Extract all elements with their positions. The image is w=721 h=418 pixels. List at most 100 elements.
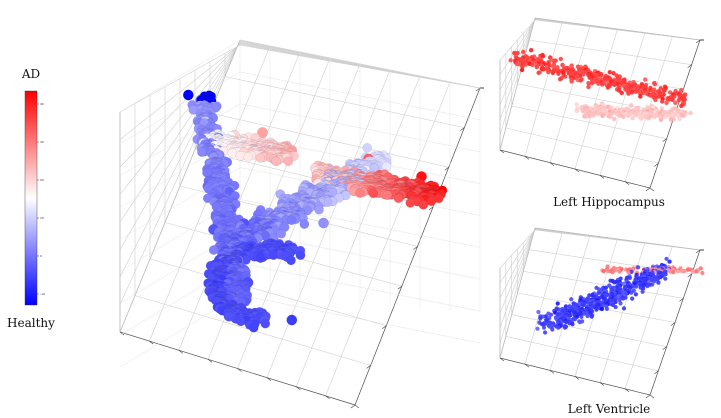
scatter-point	[243, 152, 254, 162]
scatter-point	[630, 296, 635, 301]
scatter-point	[556, 325, 561, 330]
scatter-point	[613, 304, 618, 310]
scatter-point	[612, 82, 617, 88]
scatter-point	[666, 97, 672, 102]
main-scatter-points	[182, 89, 448, 333]
scatter-point	[591, 113, 596, 118]
scatter-point	[564, 319, 569, 325]
scatter-point	[260, 318, 271, 329]
colorbar-tick-label: 20	[40, 178, 44, 182]
scatter-point	[638, 94, 643, 99]
scatter-point	[662, 88, 667, 93]
scatter-point	[569, 79, 574, 84]
scatter-point	[673, 100, 678, 106]
colorbar-tick-label: 10	[40, 216, 44, 220]
scatter-point	[519, 67, 525, 73]
grid-line	[119, 44, 241, 113]
scatter-point	[550, 70, 556, 76]
scatter-point	[562, 74, 568, 79]
scatter-point	[601, 269, 606, 274]
scatter-point	[286, 314, 298, 326]
axis-tick	[574, 376, 580, 380]
grid-line	[239, 231, 481, 280]
axis-tick	[266, 377, 272, 381]
scatter-point	[570, 322, 575, 327]
scatter-point	[540, 54, 546, 59]
axis-tick	[119, 331, 125, 336]
scatter-point	[690, 269, 695, 274]
scatter-point	[640, 289, 645, 294]
scatter-point	[557, 77, 563, 82]
scatter-point	[623, 292, 629, 297]
scatter-point	[596, 81, 601, 86]
grid-line	[499, 19, 536, 76]
scatter-point	[600, 82, 605, 87]
scatter-point	[276, 229, 287, 239]
axis-tick	[695, 249, 701, 254]
scatter-point	[677, 116, 682, 122]
scatter-point	[626, 91, 631, 96]
scatter-point	[286, 215, 297, 225]
scatter-point	[663, 276, 668, 281]
grid-line	[149, 258, 387, 327]
scatter-point	[295, 250, 306, 260]
axis-tick	[296, 386, 301, 390]
axis-tick	[649, 187, 655, 192]
scatter-point	[318, 217, 329, 229]
scatter-point	[521, 49, 526, 55]
scatter-point	[652, 114, 658, 120]
axis-tick	[549, 370, 555, 374]
scatter-point	[235, 151, 246, 161]
grid-line	[499, 17, 536, 151]
grid-line	[119, 42, 241, 223]
ventricle-caption: Left Ventricle	[568, 402, 651, 416]
scatter-point	[523, 62, 528, 67]
scatter-point	[543, 330, 548, 335]
scatter-point	[255, 153, 266, 163]
scatter-point	[368, 188, 379, 199]
scatter-point	[536, 70, 541, 76]
scatter-point	[541, 67, 546, 72]
scatter-point	[618, 301, 623, 306]
scatter-point	[574, 307, 580, 312]
grid-line	[119, 71, 241, 145]
scatter-point	[550, 63, 555, 69]
scatter-point	[653, 97, 658, 103]
axis-tick	[599, 382, 605, 386]
scatter-point	[693, 269, 698, 274]
scatter-point	[680, 269, 685, 274]
grid-line	[239, 294, 481, 344]
scatter-point	[558, 56, 563, 62]
scatter-point	[663, 115, 668, 120]
scatter-point	[626, 270, 631, 275]
scatter-point	[529, 48, 534, 53]
scatter-point	[617, 269, 622, 274]
hippocampus-panel: Left Hippocampus	[499, 17, 704, 209]
scatter-point	[530, 62, 535, 68]
scatter-point	[520, 64, 525, 69]
scatter-point	[508, 58, 513, 63]
axis-tick	[524, 363, 530, 368]
axis-tick	[444, 167, 449, 171]
scatter-point	[595, 111, 600, 116]
scatter-point	[621, 114, 626, 120]
colorbar-tick-label: 30	[40, 140, 44, 144]
axis-tick	[475, 87, 481, 92]
axis-tick	[654, 370, 659, 375]
axis-tick	[499, 357, 505, 362]
scatter-point	[676, 98, 681, 103]
axis-tick	[499, 149, 505, 154]
scatter-point	[676, 269, 681, 274]
hippocampus-axes-grid	[499, 17, 704, 192]
scatter-point	[538, 316, 543, 321]
scatter-point	[534, 64, 539, 70]
scatter-point	[625, 113, 631, 119]
grid-line	[119, 103, 241, 176]
scatter-point	[636, 265, 641, 270]
grid-line	[295, 75, 421, 387]
scatter-point	[555, 301, 560, 306]
axis-tick	[237, 368, 242, 372]
axis-tick	[428, 206, 434, 211]
scatter-point	[608, 114, 613, 119]
grid-line	[119, 39, 241, 333]
